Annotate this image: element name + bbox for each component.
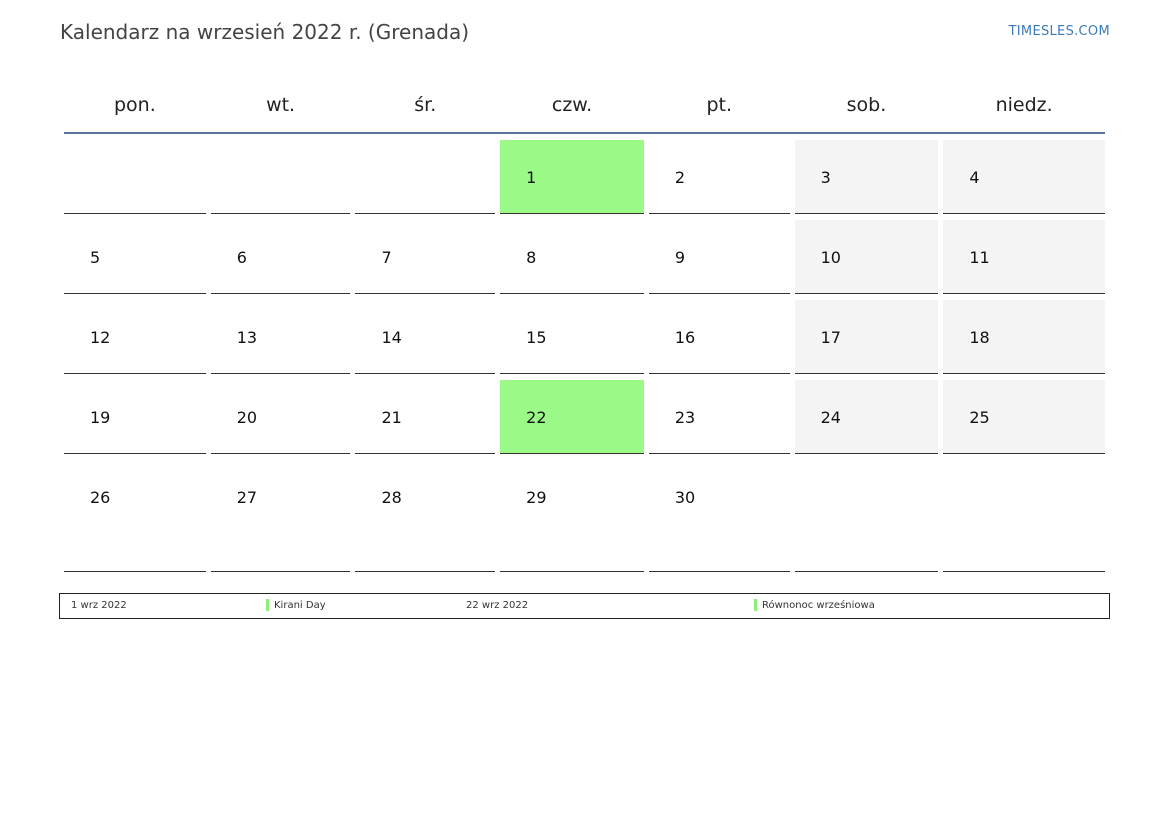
day-number: 21 [381, 408, 402, 427]
day-cell[interactable]: 23 [648, 380, 790, 454]
empty-day-cell [64, 140, 206, 214]
day-number: 12 [90, 328, 111, 347]
day-cell[interactable]: 13 [210, 300, 351, 374]
day-number: 30 [674, 488, 696, 507]
week-row: 19 20 21 22 23 24 25 [64, 380, 1105, 454]
day-number: 13 [236, 328, 258, 347]
day-cell[interactable]: 2 [648, 140, 790, 214]
day-number: 29 [526, 488, 547, 507]
day-cell[interactable]: 9 [648, 220, 790, 294]
day-cell[interactable]: 18 [943, 300, 1105, 374]
legend-date: 22 wrz 2022 [466, 600, 529, 611]
day-cell[interactable]: 20 [210, 380, 351, 454]
day-cell[interactable]: 6 [210, 220, 351, 294]
day-cell[interactable]: 26 [64, 460, 206, 572]
day-number: 4 [969, 168, 980, 187]
weekday-label: niedz. [995, 94, 1053, 116]
day-cell[interactable]: 15 [500, 300, 644, 374]
day-cell[interactable]: 17 [794, 300, 939, 374]
calendar-weeks: 1 2 3 4 5 6 7 8 9 10 11 12 13 14 15 16 17 18 19 20 21 22 23 24 2… [64, 140, 1105, 572]
holiday-legend: 1 wrz 2022 Kirani Day 22 wrz 2022 Równon… [59, 593, 1110, 619]
day-cell[interactable]: 30 [648, 460, 790, 572]
legend-color-marker [754, 599, 757, 611]
empty-day-cell [355, 140, 496, 214]
week-row: 5 6 7 8 9 10 11 [64, 220, 1105, 294]
day-cell[interactable]: 16 [648, 300, 790, 374]
day-cell[interactable]: 28 [355, 460, 496, 572]
day-cell[interactable]: 7 [355, 220, 496, 294]
day-number: 27 [236, 488, 258, 507]
day-number: 26 [90, 488, 111, 507]
page-title: Kalendarz na wrzesień 2022 r. (Grenada) [60, 20, 470, 44]
day-cell[interactable]: 4 [943, 140, 1105, 214]
day-number: 24 [820, 408, 841, 427]
day-number: 28 [381, 488, 402, 507]
weekday-label: sob. [846, 94, 887, 116]
day-number: 11 [969, 248, 990, 267]
day-number: 20 [236, 408, 258, 427]
weekday-label: pt. [706, 94, 733, 116]
day-number: 23 [674, 408, 696, 427]
week-row: 1 2 3 4 [64, 140, 1105, 214]
day-number: 15 [526, 328, 547, 347]
calendar-grid: pon. wt. śr. czw. pt. sob. niedz. 1 2 3 4 5 6 7 8 9 10 1… [64, 78, 1105, 572]
weekday-label: pon. [113, 94, 156, 116]
legend-date: 1 wrz 2022 [71, 600, 127, 611]
brand-link[interactable]: TIMESLES.COM [1008, 24, 1110, 39]
day-number: 22 [526, 408, 547, 427]
weekday-label: śr. [414, 94, 437, 116]
weekday-label: czw. [551, 94, 593, 116]
day-cell[interactable]: 25 [943, 380, 1105, 454]
day-number: 5 [90, 248, 101, 267]
day-number: 2 [674, 168, 686, 187]
week-row: 26 27 28 29 30 [64, 460, 1105, 572]
day-cell[interactable]: 21 [355, 380, 496, 454]
day-cell[interactable]: 5 [64, 220, 206, 294]
week-row: 12 13 14 15 16 17 18 [64, 300, 1105, 374]
day-number: 14 [381, 328, 402, 347]
day-cell[interactable]: 24 [794, 380, 939, 454]
legend-holiday-name: Równonoc wrześniowa [762, 600, 875, 611]
empty-day-cell [210, 140, 351, 214]
day-cell[interactable]: 1 [500, 140, 644, 214]
day-cell[interactable]: 22 [500, 380, 644, 454]
weekday-label: wt. [266, 94, 296, 116]
day-number: 25 [969, 408, 990, 427]
day-number: 6 [236, 248, 247, 267]
day-cell[interactable]: 11 [943, 220, 1105, 294]
day-cell[interactable]: 14 [355, 300, 496, 374]
legend-holiday-name: Kirani Day [274, 600, 326, 611]
day-number: 17 [820, 328, 841, 347]
day-cell[interactable]: 10 [794, 220, 939, 294]
day-number: 18 [969, 328, 990, 347]
day-number: 16 [674, 328, 696, 347]
day-cell[interactable]: 29 [500, 460, 644, 572]
day-cell[interactable]: 19 [64, 380, 206, 454]
day-number: 9 [674, 248, 686, 267]
day-cell[interactable]: 8 [500, 220, 644, 294]
legend-color-marker [266, 599, 269, 611]
empty-day-cell [794, 460, 939, 572]
day-cell[interactable]: 3 [794, 140, 939, 214]
day-number: 8 [526, 248, 537, 267]
day-number: 10 [820, 248, 841, 267]
day-cell[interactable]: 12 [64, 300, 206, 374]
weekday-header: pon. wt. śr. czw. pt. sob. niedz. [64, 78, 1105, 134]
day-number: 19 [90, 408, 111, 427]
day-number: 1 [526, 168, 537, 187]
day-number: 7 [381, 248, 392, 267]
day-number: 3 [820, 168, 831, 187]
day-cell[interactable]: 27 [210, 460, 351, 572]
empty-day-cell [943, 460, 1105, 572]
